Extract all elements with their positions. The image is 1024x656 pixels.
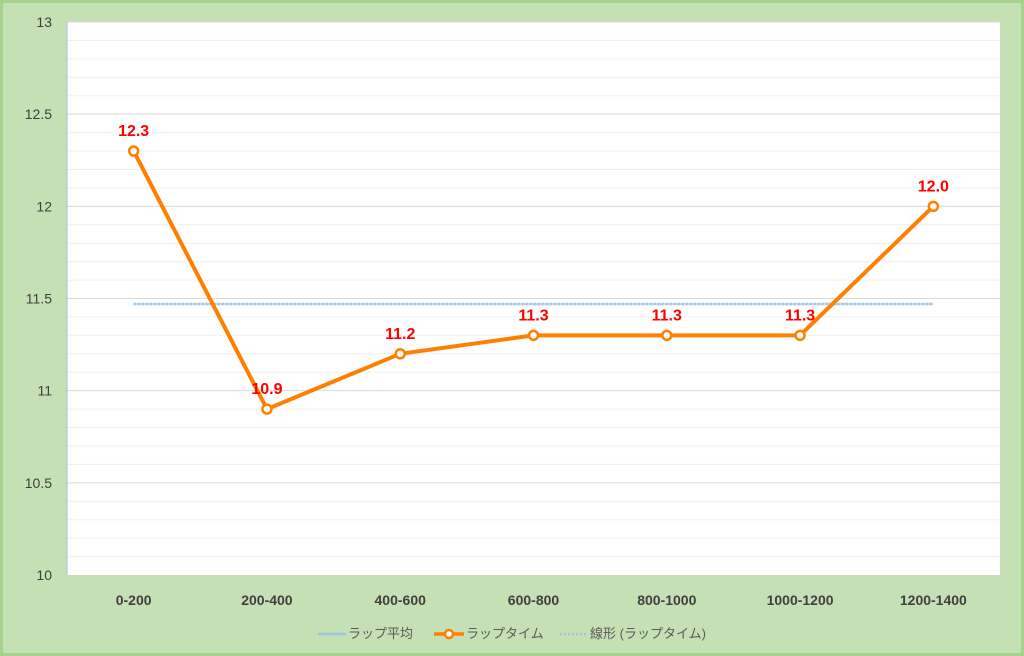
legend-label-average: ラップ平均: [348, 626, 413, 641]
x-tick-label: 1000-1200: [767, 592, 834, 608]
legend-marker-laptime: [443, 628, 455, 640]
data-label: 11.2: [385, 326, 415, 343]
series-group: [127, 145, 940, 415]
y-tick-label: 12: [36, 198, 52, 214]
data-label: 12.3: [118, 123, 149, 140]
y-tick-label: 11: [37, 383, 52, 399]
laptime-point: [527, 329, 540, 342]
x-tick-label: 0-200: [116, 592, 152, 608]
legend-label-laptime: ラップタイム: [466, 626, 544, 641]
y-tick-labels: 10 10.5 11 11.5 12 12.5 13: [25, 14, 52, 583]
x-tick-label: 200-400: [241, 592, 293, 608]
data-labels: 12.3 10.9 11.2 11.3 11.3 11.3 12.0: [118, 123, 949, 398]
y-tick-label: 13: [36, 14, 52, 30]
laptime-point: [394, 348, 406, 360]
y-tick-label: 10.5: [25, 475, 52, 491]
y-tick-label: 10: [36, 567, 52, 583]
x-tick-label: 800-1000: [637, 592, 696, 608]
data-label: 12.0: [918, 178, 949, 195]
legend-label-trend: 線形 (ラップタイム): [590, 626, 706, 641]
laptime-point: [794, 329, 806, 342]
y-tick-label: 11.5: [26, 291, 52, 307]
x-tick-labels: 0-200 200-400 400-600 600-800 800-1000 1000-1…: [116, 592, 967, 608]
laptime-point: [261, 403, 273, 415]
laptime-point: [927, 200, 940, 213]
legend: ラップ平均 ラップタイム 線形 (ラップタイム): [318, 626, 706, 641]
laptime-point: [127, 145, 140, 157]
gridlines: [67, 21, 1000, 558]
x-tick-label: 400-600: [375, 592, 427, 608]
data-label: 10.9: [251, 381, 282, 398]
data-label: 11.3: [652, 307, 682, 324]
y-tick-label: 12.5: [25, 106, 52, 122]
data-label: 11.3: [518, 307, 548, 324]
laptime-point: [661, 329, 673, 342]
data-label: 11.3: [785, 307, 815, 324]
x-tick-label: 1200-1400: [900, 592, 967, 608]
x-tick-label: 600-800: [508, 592, 560, 608]
